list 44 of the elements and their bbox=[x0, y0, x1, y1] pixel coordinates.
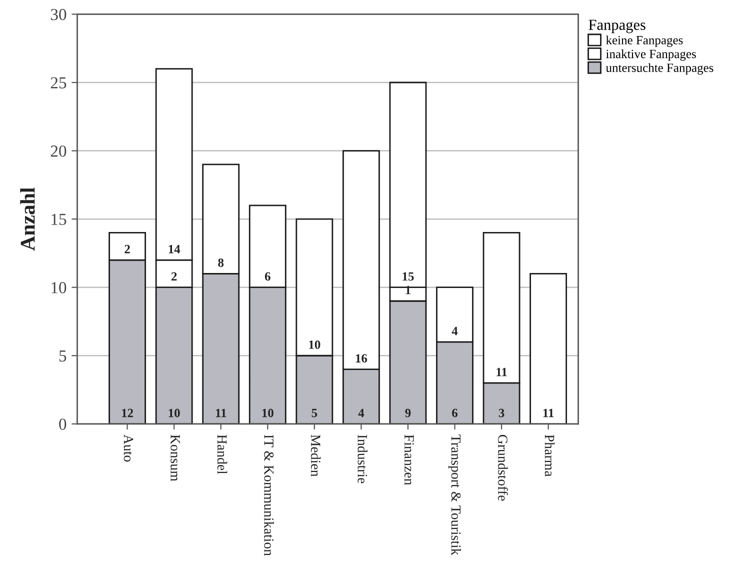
x-tick-label: Finanzen bbox=[404, 434, 414, 486]
legend-label: keine Fanpages bbox=[606, 36, 683, 47]
legend-label: inaktive Fanpages bbox=[606, 49, 696, 61]
y-tick-label: 20 bbox=[50, 145, 66, 157]
data-label: 11 bbox=[543, 408, 554, 418]
data-label: 1 bbox=[406, 286, 410, 294]
legend-title: Fanpages bbox=[588, 20, 646, 34]
y-axis-title: Anzahl bbox=[20, 188, 35, 251]
data-label: 16 bbox=[356, 354, 368, 363]
x-tick-label: Industrie bbox=[358, 434, 368, 484]
y-tick-label: 5 bbox=[59, 350, 66, 362]
x-tick-label: Konsum bbox=[170, 434, 180, 482]
x-tick-label: Pharma bbox=[544, 434, 555, 477]
data-label: 4 bbox=[358, 408, 364, 418]
data-label: 10 bbox=[309, 340, 320, 349]
x-tick-label: IT & Kommunikation bbox=[264, 434, 274, 556]
data-label: 4 bbox=[452, 326, 458, 336]
data-label: 12 bbox=[122, 408, 134, 418]
y-tick-label: 0 bbox=[59, 418, 66, 430]
y-tick-label: 15 bbox=[52, 214, 66, 226]
data-label: 3 bbox=[498, 408, 504, 418]
data-label: 15 bbox=[402, 272, 414, 281]
data-label: 2 bbox=[124, 244, 130, 254]
x-tick-label: Transport & Touristik bbox=[448, 434, 462, 556]
data-label: 10 bbox=[262, 408, 274, 418]
data-label: 2 bbox=[171, 272, 177, 281]
data-label: 9 bbox=[405, 408, 411, 418]
y-tick-label: 25 bbox=[50, 77, 66, 88]
x-tick-label: Grundstoffe bbox=[498, 434, 508, 501]
data-label: 10 bbox=[168, 408, 180, 418]
data-label: 11 bbox=[216, 408, 226, 418]
data-label: 8 bbox=[218, 258, 224, 267]
data-label: 6 bbox=[264, 272, 270, 281]
x-tick-label: Medien bbox=[310, 434, 321, 477]
y-tick-label: 10 bbox=[52, 282, 66, 294]
y-tick-label: 30 bbox=[50, 8, 66, 20]
legend-label: untersuchte Fanpages bbox=[606, 63, 714, 75]
bar bbox=[530, 272, 568, 424]
data-label: 14 bbox=[168, 244, 180, 254]
data-label: 11 bbox=[496, 368, 507, 376]
data-label: 6 bbox=[452, 408, 458, 418]
x-tick-label: Auto bbox=[124, 434, 134, 462]
data-label: 5 bbox=[312, 408, 318, 418]
x-tick-label: Handel bbox=[217, 434, 228, 474]
